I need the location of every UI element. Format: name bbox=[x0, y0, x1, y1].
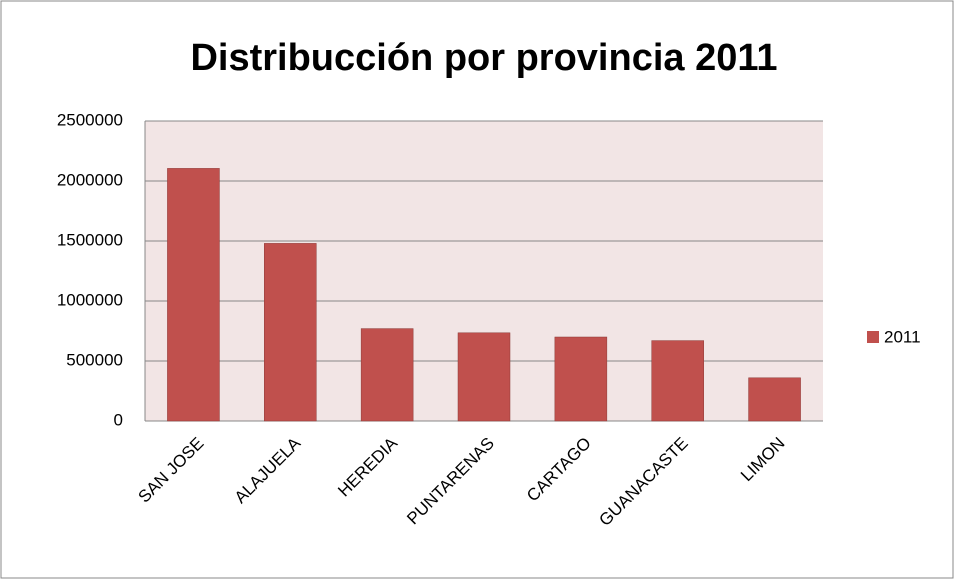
y-tick-label: 2000000 bbox=[57, 170, 123, 189]
y-tick-label: 500000 bbox=[66, 350, 123, 369]
legend-swatch bbox=[867, 331, 879, 343]
y-tick-label: 0 bbox=[114, 410, 123, 429]
y-tick-label: 1500000 bbox=[57, 230, 123, 249]
bar bbox=[457, 332, 511, 422]
legend-label: 2011 bbox=[884, 327, 921, 346]
chart-title: Distribucción por provincia 2011 bbox=[190, 37, 777, 79]
y-tick-label: 1000000 bbox=[57, 290, 123, 309]
bar bbox=[167, 168, 220, 422]
bar bbox=[651, 340, 704, 422]
bar bbox=[360, 328, 414, 422]
bar bbox=[748, 377, 801, 422]
y-tick-label: 2500000 bbox=[57, 110, 123, 129]
bar bbox=[264, 243, 317, 422]
bar bbox=[554, 336, 608, 422]
